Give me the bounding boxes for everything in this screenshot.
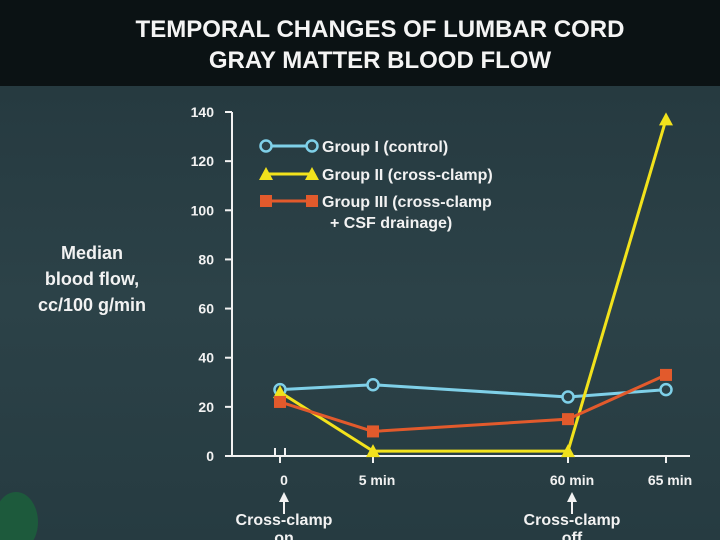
chart-title-line-2: GRAY MATTER BLOOD FLOW	[208, 47, 552, 74]
y-tick-label: 120	[191, 153, 215, 169]
data-point-circle	[366, 377, 380, 392]
legend-label: Group II (cross-clamp)	[322, 167, 493, 184]
y-tick-label: 100	[191, 202, 215, 218]
title-band	[0, 0, 720, 86]
legend-marker-circle	[259, 139, 273, 153]
data-point-triangle	[659, 112, 673, 126]
legend-marker-triangle	[305, 167, 319, 180]
y-axis-label-line-3: cc/100 g/min	[37, 295, 147, 315]
data-point-triangle	[561, 444, 575, 458]
x-tick-label: 0	[280, 472, 288, 488]
chart-title-line-1: TEMPORAL CHANGES OF LUMBAR CORD	[135, 16, 625, 43]
annotation-label: Cross-clamp	[524, 512, 621, 529]
data-point-triangle	[366, 444, 380, 458]
data-point-square	[660, 368, 672, 381]
legend-marker-square	[306, 195, 318, 207]
series-line	[279, 373, 667, 433]
legend-marker-triangle	[259, 167, 273, 180]
legend-marker-circle	[305, 139, 319, 153]
legend-label: Group III (cross-clamp	[322, 194, 492, 211]
y-axis-label-line-1: Median	[60, 243, 123, 263]
data-point-square	[274, 395, 286, 408]
x-tick-label: 5 min	[359, 472, 396, 488]
y-tick-label: 40	[198, 350, 214, 366]
series-line	[279, 383, 667, 399]
data-point-circle	[561, 390, 575, 404]
y-tick-label: 140	[191, 104, 215, 120]
legend-label: + CSF drainage)	[330, 215, 452, 232]
annotation-label: Cross-clamp	[236, 512, 333, 529]
x-tick-label: 60 min	[550, 472, 594, 488]
annotation-arrow-head	[567, 492, 577, 502]
y-tick-label: 80	[198, 251, 214, 267]
corner-blob-decoration	[0, 492, 38, 540]
series-line	[279, 118, 668, 453]
y-axis-label-line-2: blood flow,	[44, 269, 140, 289]
y-axis-label: Median blood flow, cc/100 g/min	[24, 240, 160, 318]
annotation-label: on	[274, 530, 294, 540]
legend-marker-square	[260, 195, 272, 207]
y-tick-label: 0	[206, 448, 214, 464]
data-point-square	[367, 425, 379, 438]
y-tick-label: 60	[198, 301, 214, 317]
data-point-square	[562, 413, 574, 426]
data-point-circle	[659, 382, 673, 397]
legend-label: Group I (control)	[322, 139, 448, 156]
annotation-label: off	[562, 530, 583, 540]
y-tick-label: 20	[198, 399, 214, 415]
x-tick-label: 65 min	[648, 472, 692, 488]
annotation-arrow-head	[279, 492, 289, 502]
data-point-triangle	[273, 385, 287, 399]
